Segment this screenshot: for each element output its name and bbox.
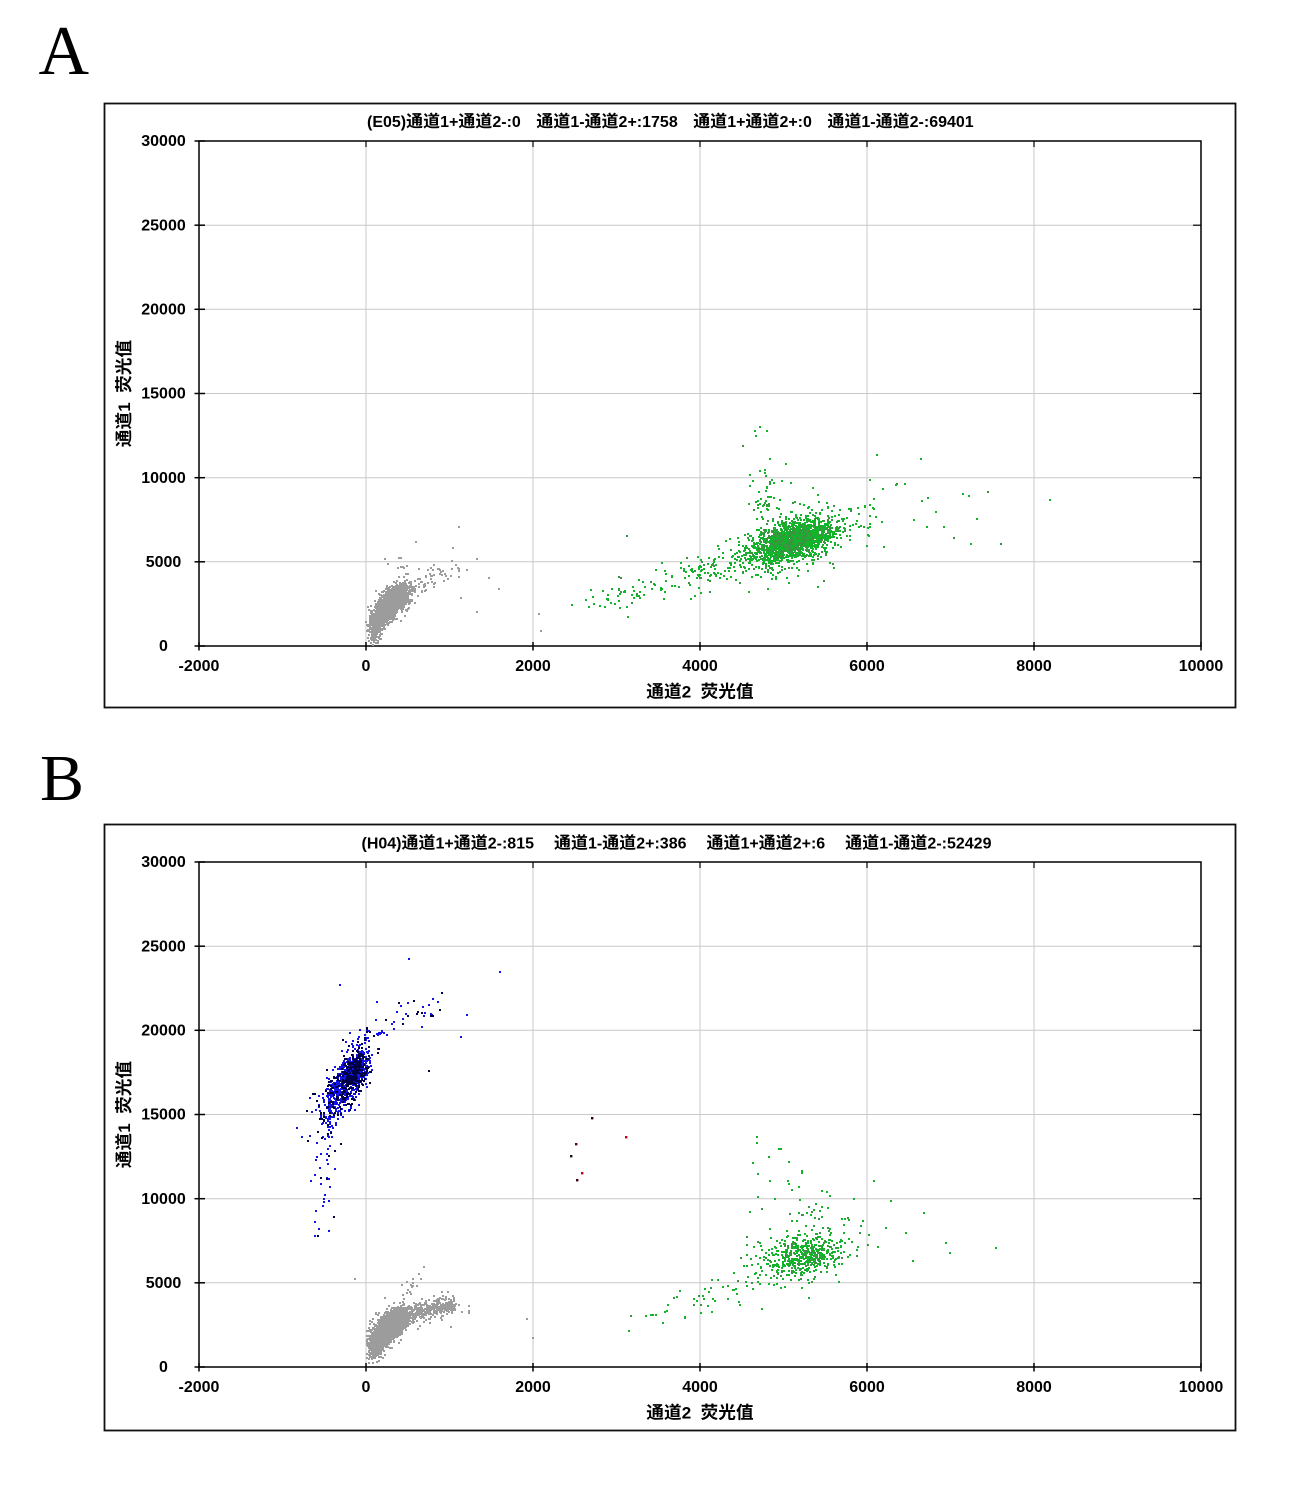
svg-text:-2000: -2000: [179, 658, 220, 675]
svg-text:10000: 10000: [141, 470, 186, 487]
svg-text:4000: 4000: [682, 658, 718, 675]
svg-text:20000: 20000: [141, 1023, 186, 1040]
svg-text:1: 1: [115, 1123, 134, 1132]
svg-text:5000: 5000: [146, 554, 182, 571]
svg-text:6000: 6000: [849, 658, 885, 675]
svg-text:15000: 15000: [141, 386, 186, 403]
svg-text:(E05): (E05): [367, 114, 406, 131]
svg-text:1+: 1+: [440, 114, 458, 131]
svg-text:0: 0: [159, 1359, 168, 1376]
svg-text:2000: 2000: [515, 658, 551, 675]
svg-text:8000: 8000: [1016, 1379, 1052, 1396]
svg-text:-2000: -2000: [179, 1379, 220, 1396]
svg-text:6000: 6000: [849, 1379, 885, 1396]
svg-text:10000: 10000: [141, 1191, 186, 1208]
svg-text:1+: 1+: [727, 114, 745, 131]
svg-text:20000: 20000: [141, 302, 186, 319]
svg-text:2: 2: [682, 1404, 691, 1423]
svg-text:2-:69401: 2-:69401: [910, 114, 974, 131]
svg-text:1: 1: [115, 402, 134, 411]
svg-text:30000: 30000: [141, 854, 186, 871]
svg-text:25000: 25000: [141, 217, 186, 234]
svg-text:2-:52429: 2-:52429: [927, 836, 991, 853]
svg-text:0: 0: [362, 658, 371, 675]
svg-text:25000: 25000: [141, 938, 186, 955]
svg-text:A: A: [39, 13, 90, 90]
svg-text:2-:815: 2-:815: [488, 836, 534, 853]
svg-text:2+:6: 2+:6: [793, 836, 826, 853]
svg-text:1+: 1+: [740, 836, 758, 853]
svg-text:15000: 15000: [141, 1107, 186, 1124]
svg-text:(H04): (H04): [362, 836, 402, 853]
svg-text:10000: 10000: [1179, 658, 1224, 675]
svg-text:10000: 10000: [1179, 1379, 1224, 1396]
svg-text:0: 0: [159, 638, 168, 655]
svg-text:30000: 30000: [141, 133, 186, 150]
svg-text:2+:1758: 2+:1758: [619, 114, 678, 131]
svg-text:4000: 4000: [682, 1379, 718, 1396]
svg-text:1-: 1-: [570, 114, 584, 131]
svg-text:0: 0: [362, 1379, 371, 1396]
svg-text:1-: 1-: [588, 836, 602, 853]
svg-text:5000: 5000: [146, 1275, 182, 1292]
svg-text:2+:0: 2+:0: [779, 114, 812, 131]
svg-text:B: B: [40, 742, 84, 815]
svg-text:2: 2: [682, 683, 691, 702]
svg-text:1+: 1+: [436, 836, 454, 853]
svg-text:1-: 1-: [861, 114, 875, 131]
svg-text:2-:0: 2-:0: [492, 114, 521, 131]
svg-text:1-: 1-: [879, 836, 893, 853]
svg-text:8000: 8000: [1016, 658, 1052, 675]
svg-text:2000: 2000: [515, 1379, 551, 1396]
svg-text:2+:386: 2+:386: [636, 836, 686, 853]
